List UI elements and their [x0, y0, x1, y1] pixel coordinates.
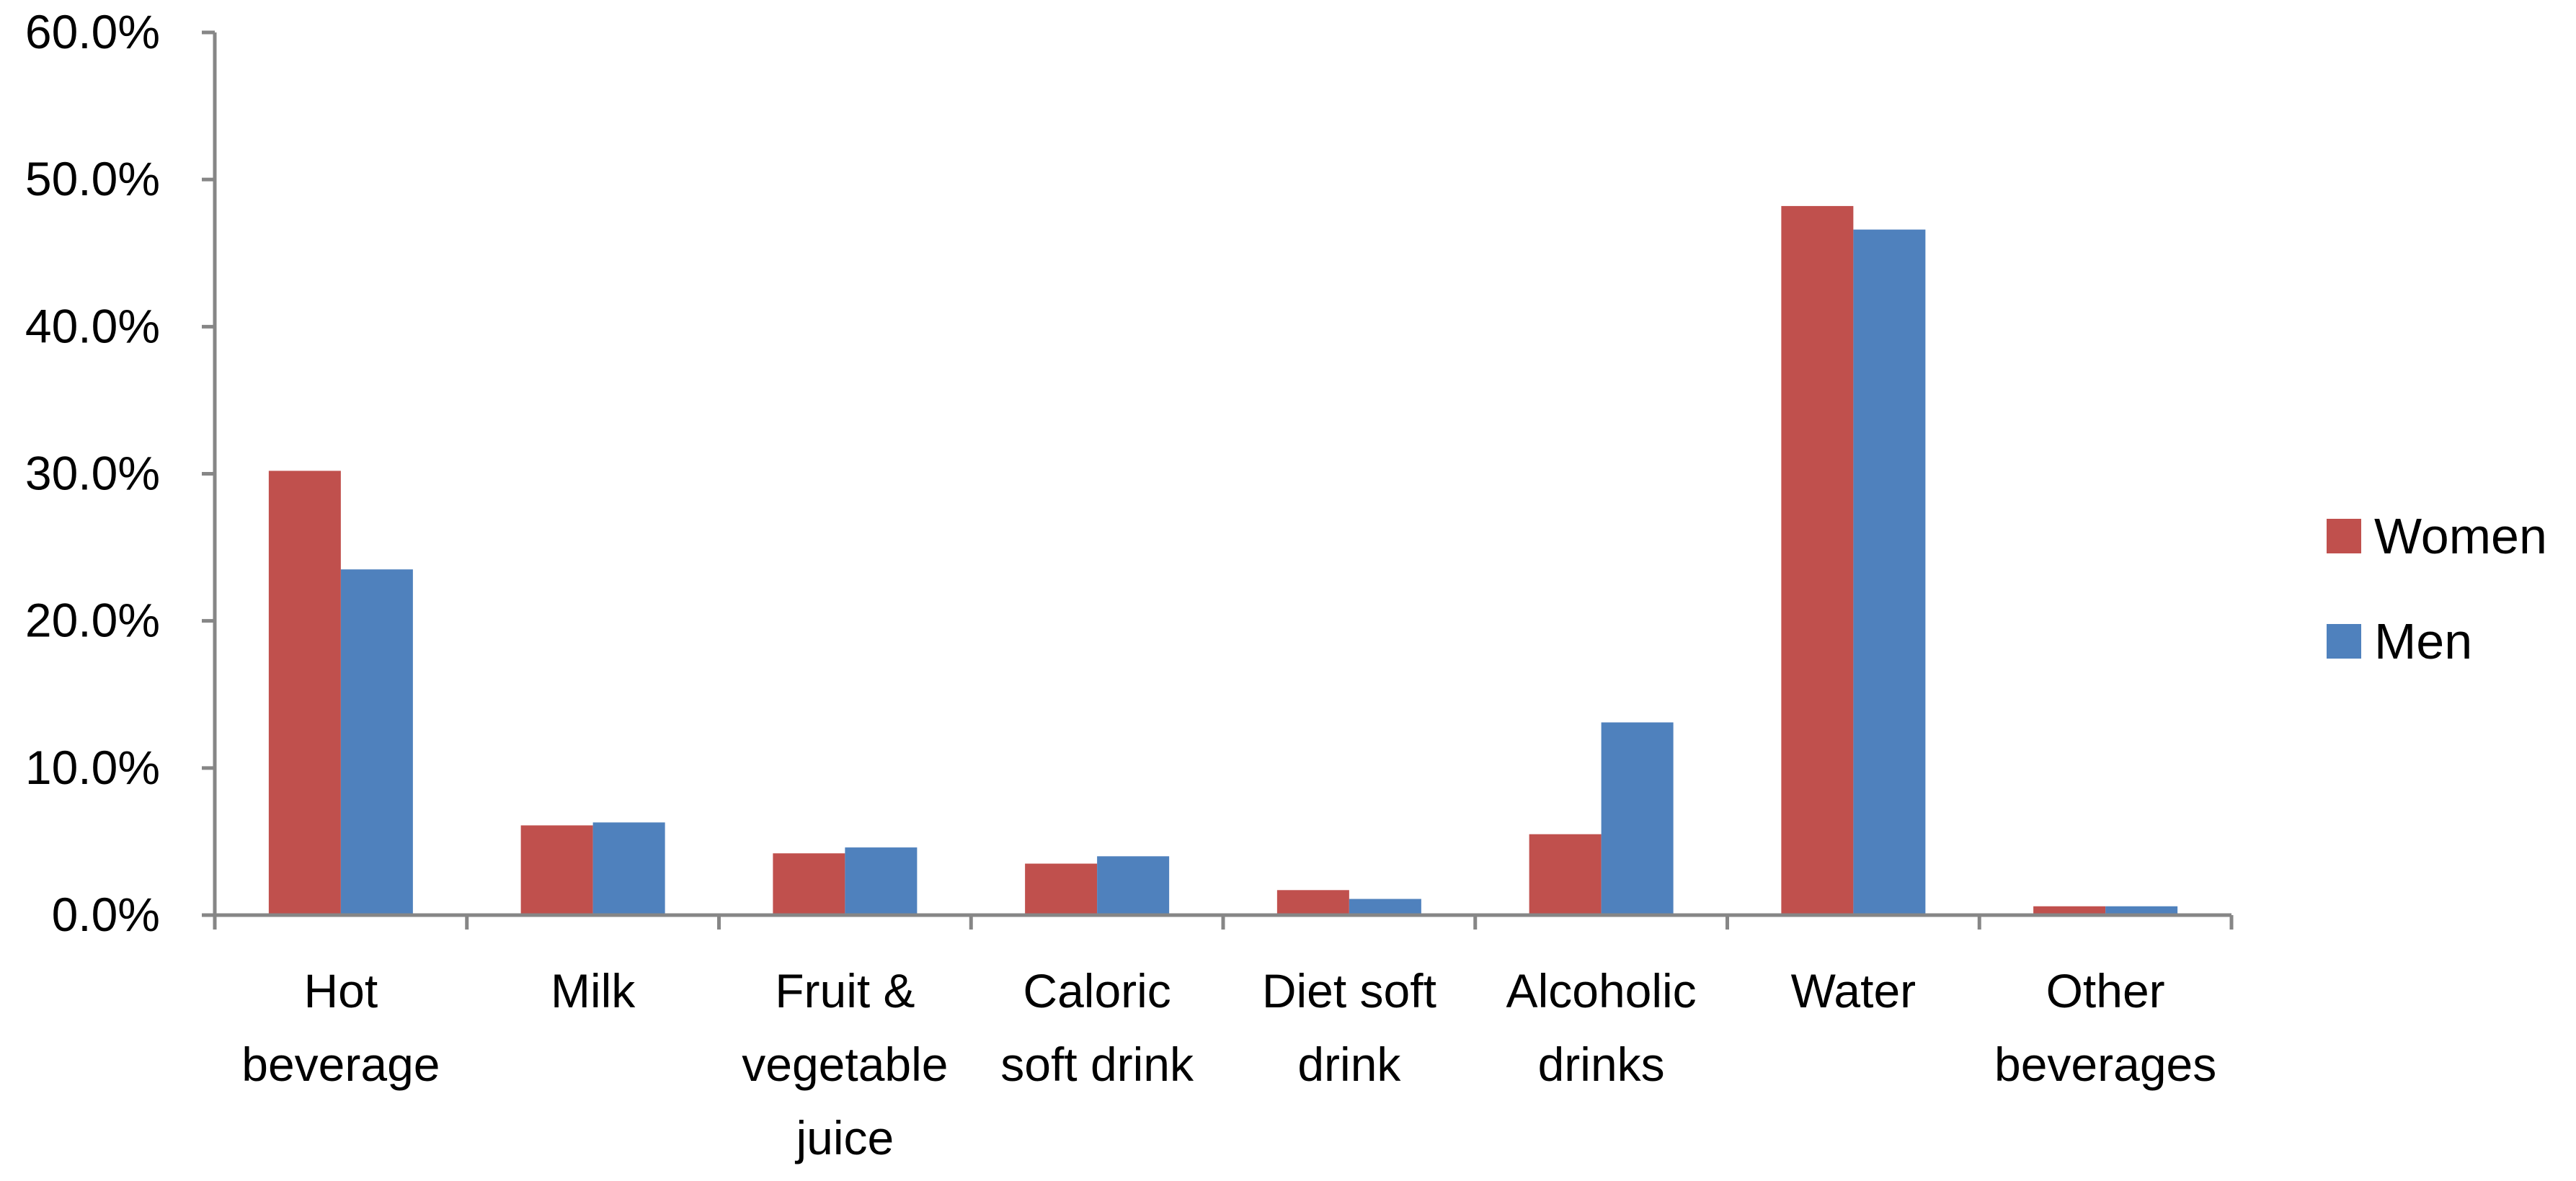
bar-men-7: [2105, 906, 2178, 915]
legend-swatch-men: [2327, 624, 2361, 659]
legend-label-men: Men: [2374, 613, 2472, 669]
legend-swatch-women: [2327, 519, 2361, 553]
y-tick-label: 20.0%: [25, 594, 160, 647]
x-tick-label: Milk: [551, 964, 636, 1017]
y-tick-label: 30.0%: [25, 447, 160, 500]
bar-men-2: [845, 847, 918, 915]
x-tick-label: Other beverages: [1994, 964, 2216, 1091]
bar-men-1: [592, 822, 665, 915]
bar-men-3: [1097, 856, 1170, 915]
x-tick-label: Diet soft drink: [1262, 964, 1436, 1091]
x-tick-label: Hot beverage: [241, 964, 440, 1091]
y-tick-label: 60.0%: [25, 5, 160, 58]
bar-women-7: [2033, 906, 2106, 915]
bar-men-5: [1601, 722, 1674, 915]
bar-women-5: [1529, 834, 1602, 915]
y-tick-label: 50.0%: [25, 152, 160, 205]
bar-women-4: [1276, 890, 1349, 915]
x-tick-label: Water: [1791, 964, 1917, 1017]
x-ticks-group: Hot beverage Milk Fruit & vegetable juice Calo…: [213, 915, 2234, 1164]
y-tick-label: 40.0%: [25, 299, 160, 352]
bar-men-6: [1853, 229, 1926, 915]
bar-men-4: [1349, 899, 1421, 915]
bar-women-2: [773, 853, 845, 915]
legend-label-women: Women: [2374, 508, 2547, 564]
bar-men-0: [340, 569, 413, 915]
x-tick-label: Caloric soft drink: [1000, 964, 1194, 1091]
x-tick-label: Alcoholic drinks: [1506, 964, 1697, 1091]
x-tick-label: Fruit & vegetable juice: [742, 964, 948, 1164]
axes-group: [213, 32, 2231, 917]
bar-women-3: [1025, 863, 1098, 915]
bar-women-1: [520, 825, 593, 915]
legend: Women Men: [2327, 508, 2547, 669]
y-ticks-group: 0.0% 10.0% 20.0% 30.0% 40.0% 50.0% 60.0%: [25, 5, 215, 941]
y-tick-label: 10.0%: [25, 741, 160, 794]
bar-women-0: [268, 471, 341, 915]
bar-women-6: [1781, 205, 1854, 916]
y-tick-label: 0.0%: [52, 888, 160, 941]
bars-group: [268, 205, 2178, 916]
